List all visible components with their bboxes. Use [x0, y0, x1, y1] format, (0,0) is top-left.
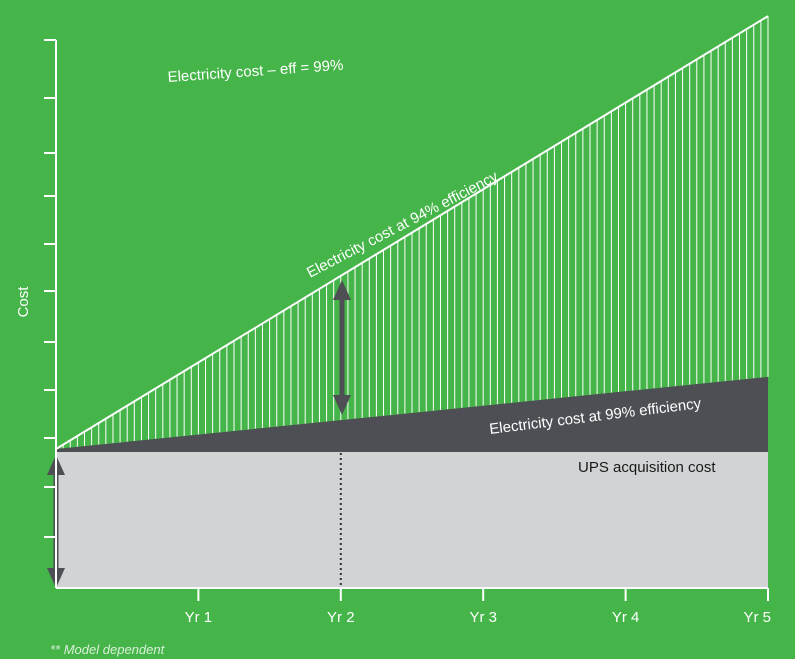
acquisition-cost-area	[56, 452, 768, 588]
savings-difference-arrow	[333, 280, 351, 415]
x-axis-ticks: Yr 1 Yr 2 Yr 3 Yr 4 Yr 5	[185, 588, 771, 626]
x-tick-label: Yr 2	[327, 609, 355, 626]
eff94-line	[55, 15, 769, 450]
eff94-line-label: Electricity cost at 94% efficiency	[304, 168, 501, 282]
footnote: ** Model dependent	[50, 642, 166, 657]
x-tick-label: Yr 5	[743, 609, 771, 626]
y-axis-label: Cost	[15, 286, 32, 318]
eff99-top-label: Electricity cost – eff = 99%	[167, 57, 344, 86]
y-axis-ticks	[44, 39, 56, 538]
savings-hatching	[62, 16, 769, 449]
x-tick-label: Yr 1	[185, 609, 213, 626]
x-tick-label: Yr 3	[469, 609, 497, 626]
acquisition-cost-label: UPS acquisition cost	[578, 459, 716, 476]
x-tick-label: Yr 4	[612, 609, 640, 626]
eff99-area	[56, 376, 768, 452]
